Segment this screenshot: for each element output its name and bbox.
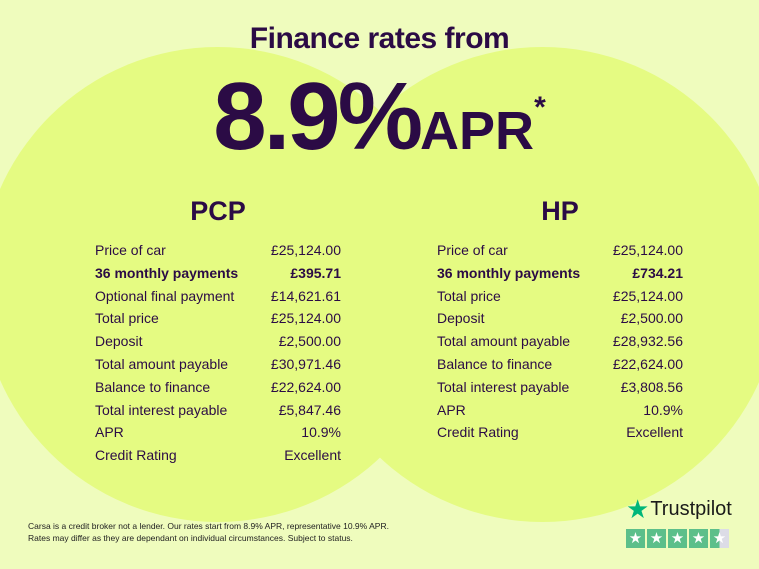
table-row: Price of car £25,124.00 — [95, 239, 341, 262]
table-row: APR 10.9% — [95, 421, 341, 444]
row-label: Total amount payable — [437, 333, 571, 350]
rate-unit: APR — [420, 101, 535, 161]
row-value: £30,971.46 — [270, 355, 341, 372]
row-label: Price of car — [95, 242, 166, 258]
table-row: 36 monthly payments £734.21 — [437, 262, 683, 285]
disclaimer: Carsa is a credit broker not a lender. O… — [28, 520, 389, 544]
background-circle-right — [305, 47, 759, 522]
row-value: 10.9% — [301, 424, 341, 441]
row-value: £22,624.00 — [612, 355, 683, 372]
disclaimer-line-1: Carsa is a credit broker not a lender. O… — [28, 521, 389, 531]
row-value: 10.9% — [643, 401, 683, 418]
hp-table: HP Price of car £25,124.00 36 monthly paym… — [437, 196, 683, 444]
row-label: Balance to finance — [95, 378, 211, 395]
row-value: £2,500.00 — [620, 310, 683, 327]
table-row: Deposit £2,500.00 — [95, 330, 341, 353]
row-label: Deposit — [437, 310, 485, 327]
rating-star-icon: ★ — [689, 529, 708, 548]
hp-title: HP — [541, 196, 579, 226]
row-label: Total price — [437, 287, 501, 304]
table-row: Balance to finance £22,624.00 — [95, 376, 341, 399]
row-label: Total interest payable — [437, 378, 570, 395]
table-row: Total price £25,124.00 — [437, 285, 683, 308]
table-row: Balance to finance £22,624.00 — [437, 353, 683, 376]
table-row: Total amount payable £28,932.56 — [437, 330, 683, 353]
rating-star-icon: ★ — [668, 529, 687, 548]
row-value: £25,124.00 — [612, 242, 683, 258]
table-row: Credit Rating Excellent — [437, 421, 683, 444]
disclaimer-line-2: Rates may differ as they are dependant o… — [28, 533, 353, 543]
row-value: £28,932.56 — [612, 333, 683, 350]
row-label: 36 monthly payments — [95, 264, 239, 281]
row-label: Balance to finance — [437, 355, 553, 372]
rating-star-icon: ★ — [626, 529, 645, 548]
row-value: £14,621.61 — [270, 287, 341, 304]
table-row: Price of car £25,124.00 — [437, 239, 683, 262]
row-label: Optional final payment — [95, 287, 235, 304]
row-value: £3,808.56 — [620, 378, 683, 395]
row-label: Total price — [95, 310, 159, 327]
row-label: APR — [95, 424, 124, 441]
row-value: Excellent — [626, 424, 683, 441]
row-value: £25,124.00 — [270, 310, 341, 327]
table-row: Optional final payment £14,621.61 — [95, 285, 341, 308]
row-value: £395.71 — [290, 264, 341, 281]
row-value: £22,624.00 — [270, 378, 341, 395]
table-row: 36 monthly payments £395.71 — [95, 262, 341, 285]
row-label: Price of car — [437, 242, 508, 258]
asterisk: * — [534, 91, 546, 124]
star-icon: ★ — [626, 494, 650, 524]
trustpilot-rating: ★ ★ ★ ★ ★ — [626, 529, 732, 548]
headline: Finance rates from — [249, 22, 510, 55]
row-label: APR — [437, 401, 466, 418]
table-row: Credit Rating Excellent — [95, 444, 341, 467]
table-row: APR 10.9% — [437, 399, 683, 422]
table-row: Total interest payable £3,808.56 — [437, 376, 683, 399]
row-value: £25,124.00 — [612, 287, 683, 304]
table-row: Total interest payable £5,847.46 — [95, 399, 341, 422]
rate-value: 8.9% — [213, 63, 423, 170]
row-value: £5,847.46 — [278, 401, 341, 418]
table-row: Total amount payable £30,971.46 — [95, 353, 341, 376]
row-label: Total interest payable — [95, 401, 228, 418]
trustpilot-logo: ★ Trustpilot — [626, 494, 732, 525]
row-label: Deposit — [95, 333, 143, 350]
row-value: Excellent — [284, 447, 341, 464]
table-row: Total price £25,124.00 — [95, 307, 341, 330]
table-row: Deposit £2,500.00 — [437, 307, 683, 330]
pcp-title: PCP — [190, 196, 246, 226]
headline-rate: 8.9%APR* — [0, 62, 759, 172]
row-label: Credit Rating — [95, 447, 177, 464]
trustpilot-badge: ★ Trustpilot ★ ★ ★ ★ ★ — [626, 494, 732, 548]
trustpilot-name: Trustpilot — [650, 498, 732, 520]
row-value: £734.21 — [632, 264, 683, 281]
rating-star-icon: ★ — [710, 529, 729, 548]
row-label: 36 monthly payments — [437, 264, 581, 281]
row-value: £2,500.00 — [278, 333, 341, 350]
row-label: Total amount payable — [95, 355, 229, 372]
rating-star-icon: ★ — [647, 529, 666, 548]
row-value: £25,124.00 — [270, 242, 341, 258]
row-label: Credit Rating — [437, 424, 519, 441]
pcp-table: PCP Price of car £25,124.00 36 monthly pay… — [95, 196, 341, 467]
